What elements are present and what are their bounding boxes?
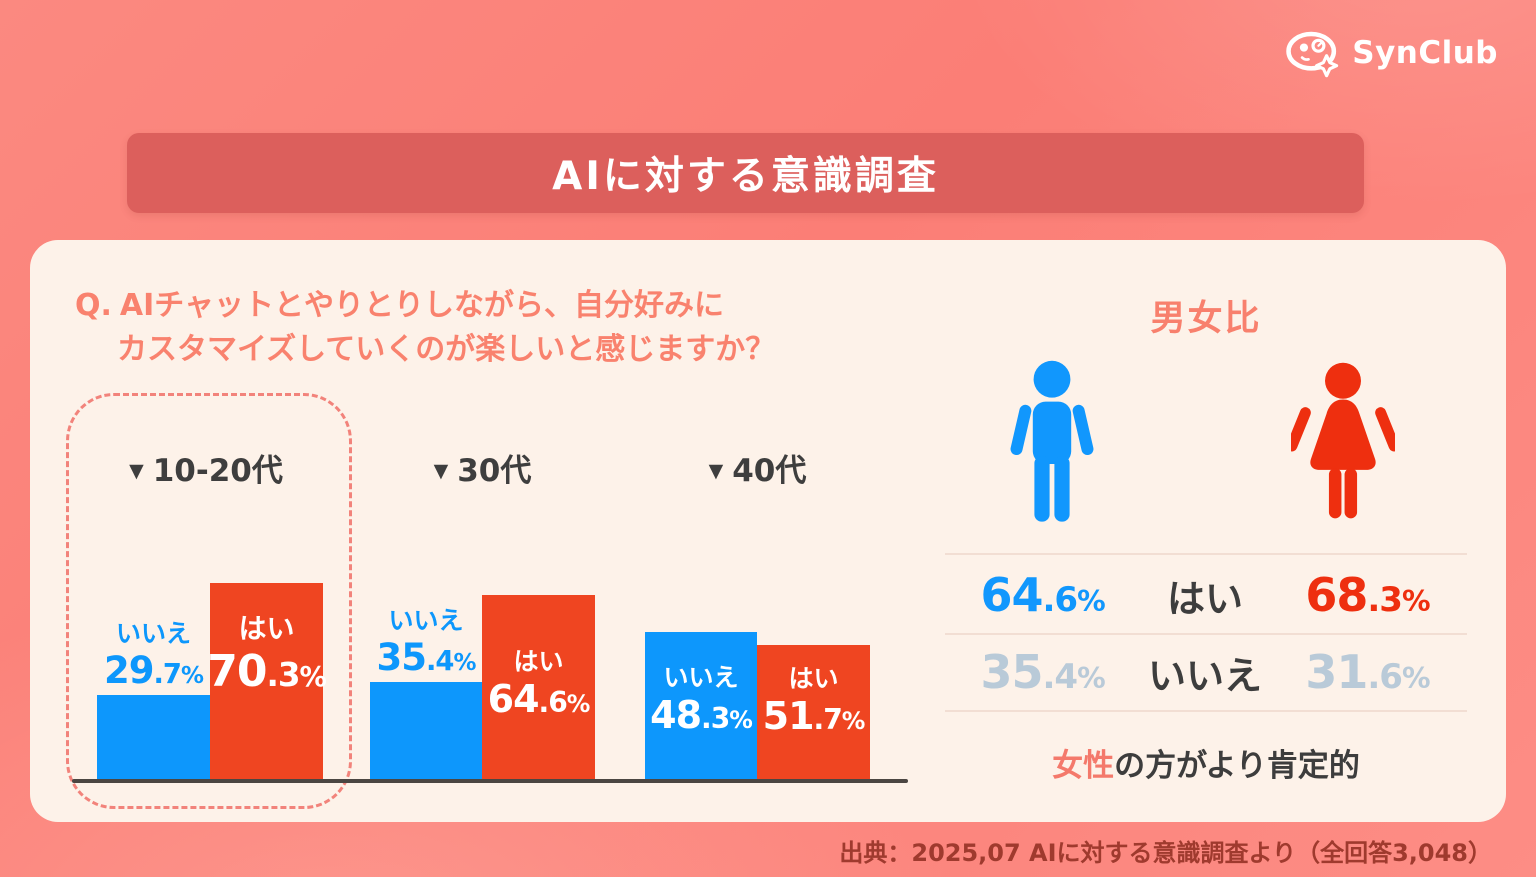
- bar-no-30: [370, 682, 482, 779]
- divider: [945, 553, 1467, 555]
- conclusion-text: 女性の方がより肯定的: [1052, 748, 1360, 784]
- female-yes-value: 68.3%: [1305, 568, 1430, 623]
- male-icon: [1007, 360, 1097, 540]
- female-no-value: 31.6%: [1305, 645, 1430, 700]
- bar-yes-40: はい 51.7%: [757, 645, 870, 779]
- gender-row-label-no: いいえ: [1147, 654, 1262, 698]
- triangle-down-icon: ▼: [433, 460, 449, 482]
- bar-label-no-10-20: いいえ 29.7%: [104, 619, 204, 693]
- triangle-down-icon: ▼: [129, 460, 144, 482]
- bar-value-yes-10-20: 70.3%: [207, 645, 327, 697]
- triangle-down-icon: ▼: [708, 460, 724, 482]
- bar-value-no-30: 35.4%: [376, 636, 477, 680]
- female-icon: [1286, 362, 1400, 538]
- age-label-40: ▼ 40代: [708, 453, 807, 489]
- bar-no-40: いいえ 48.3%: [645, 632, 757, 779]
- bar-label-no-30: いいえ 35.4%: [376, 606, 477, 680]
- bar-value-yes-40: 51.7%: [762, 694, 866, 739]
- logo-text: SynClub: [1352, 35, 1498, 71]
- age-label-30: ▼ 30代: [433, 453, 532, 489]
- highlight-box-10-20: [66, 393, 352, 809]
- gender-section-title: 男女比: [1150, 299, 1262, 339]
- divider: [945, 710, 1467, 712]
- bar-no-10-20: [97, 695, 210, 779]
- bar-value-yes-30: 64.6%: [487, 677, 591, 722]
- gender-row-label-yes: はい: [1166, 577, 1243, 621]
- source-text: 出典：2025,07 AIに対する意識調査より（全回答3,048）: [839, 839, 1492, 867]
- survey-card: Q. AIチャットとやりとりしながら、自分好みに カスタマイズしていくのが楽しいと…: [30, 240, 1506, 822]
- bar-yes-10-20: はい 70.3%: [207, 583, 327, 779]
- question-text: Q. AIチャットとやりとりしながら、自分好みに カスタマイズしていくのが楽しいと…: [75, 284, 775, 372]
- age-label-10-20: ▼ 10-20代: [129, 453, 283, 489]
- bar-value-no-40: 48.3%: [650, 692, 753, 737]
- gender-row-yes: 64.6% はい 68.3%: [943, 558, 1467, 633]
- question-line-2: カスタマイズしていくのが楽しいと感じますか？: [117, 332, 776, 367]
- bar-yes-30: はい 64.6%: [482, 595, 595, 779]
- synclub-logo: SynClub: [1284, 28, 1498, 78]
- divider: [945, 633, 1467, 635]
- male-no-value: 35.4%: [980, 645, 1105, 700]
- axis-baseline: [72, 779, 908, 783]
- gender-row-no: 35.4% いいえ 31.6%: [943, 635, 1467, 710]
- question-line-1: Q. AIチャットとやりとりしながら、自分好みに: [75, 288, 724, 323]
- bar-value-no-10-20: 29.7%: [104, 649, 204, 693]
- title-banner: AIに対する意識調査: [127, 133, 1364, 213]
- chat-bubble-face-icon: [1284, 28, 1342, 78]
- page-title: AIに対する意識調査: [552, 154, 939, 199]
- male-yes-value: 64.6%: [980, 568, 1105, 623]
